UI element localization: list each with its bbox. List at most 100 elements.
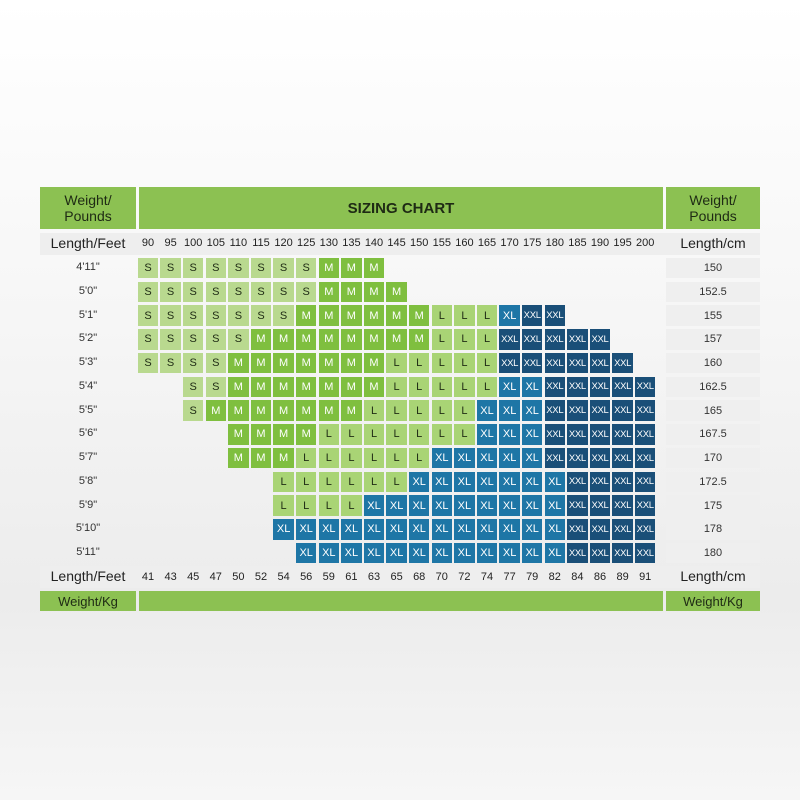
- size-cell: XXL: [544, 400, 566, 421]
- size-cell: M: [228, 400, 249, 421]
- size-cell: M: [250, 376, 272, 397]
- size-cell: L: [454, 329, 475, 350]
- size-cell: XL: [295, 542, 317, 564]
- height-cm-cell: 157: [666, 329, 760, 350]
- size-cell: M: [295, 376, 317, 397]
- size-cell: XL: [454, 447, 475, 469]
- size-cell: M: [250, 400, 272, 421]
- size-cell: XXL: [634, 400, 656, 421]
- size-cell: XXL: [612, 447, 633, 469]
- size-cell: S: [273, 305, 294, 326]
- size-cell: XL: [363, 495, 385, 516]
- size-cell: M: [295, 305, 317, 326]
- size-cell: M: [250, 447, 272, 469]
- size-cell: XL: [476, 424, 498, 445]
- height-ft-label: 5'10": [75, 522, 101, 535]
- size-cell: M: [228, 352, 249, 374]
- size-cell: XL: [521, 447, 543, 469]
- size-cell: XL: [408, 495, 430, 516]
- size-cell: XXL: [589, 519, 611, 540]
- size-cell: L: [431, 305, 453, 326]
- weight-lb-tick: 95: [164, 237, 177, 249]
- size-cell: XL: [544, 542, 566, 564]
- size-cell: XL: [454, 495, 475, 516]
- size-cell: XL: [544, 471, 566, 492]
- height-cm-cell: 180: [666, 542, 760, 564]
- size-cell: M: [318, 257, 340, 279]
- size-cell: XXL: [589, 542, 611, 564]
- size-cell: L: [318, 447, 340, 469]
- weight-kg-tick: 84: [571, 571, 584, 583]
- size-cell: XXL: [589, 447, 611, 469]
- size-cell: XL: [499, 447, 520, 469]
- weight-lb-tick: 150: [410, 237, 429, 249]
- size-cell: XXL: [589, 495, 611, 516]
- size-cell: XL: [386, 542, 407, 564]
- weight-kg-tick: 56: [300, 571, 313, 583]
- height-cm-cell: 162.5: [666, 376, 760, 397]
- size-cell: L: [386, 376, 407, 397]
- size-cell: XXL: [634, 471, 656, 492]
- size-cell: M: [273, 424, 294, 445]
- size-cell: XXL: [612, 400, 633, 421]
- size-cell: M: [386, 329, 407, 350]
- weight-kg-tick: 72: [458, 571, 471, 583]
- size-cell: XXL: [589, 400, 611, 421]
- height-ft-label: 5'7": [78, 451, 98, 463]
- size-cell: XXL: [589, 329, 611, 350]
- size-cell: XL: [476, 447, 498, 469]
- size-cell: L: [341, 495, 362, 516]
- size-cell: XXL: [567, 329, 588, 350]
- size-cell: XXL: [567, 519, 588, 540]
- weight-lb-tick: 100: [184, 237, 203, 249]
- weight-kg-tick: 61: [345, 571, 358, 583]
- size-cell: XL: [408, 542, 430, 564]
- size-cell: XXL: [544, 424, 566, 445]
- weight-lb-tick: 115: [252, 237, 270, 249]
- size-cell: M: [363, 257, 385, 279]
- size-cell: M: [386, 305, 407, 326]
- size-cell: S: [228, 281, 249, 302]
- size-cell: L: [295, 471, 317, 492]
- size-cell: L: [386, 424, 407, 445]
- size-cell: XL: [521, 376, 543, 397]
- height-ft-label: 5'2": [78, 332, 98, 345]
- size-cell: L: [408, 376, 430, 397]
- size-cell: L: [295, 495, 317, 516]
- header-row-bg: [40, 233, 760, 255]
- weight-lb-tick: 135: [342, 237, 361, 249]
- size-cell: M: [205, 400, 227, 421]
- size-cell: S: [182, 400, 204, 421]
- size-cell: XL: [454, 519, 475, 540]
- height-ft-label: 5'5": [78, 403, 98, 416]
- size-cell: L: [341, 424, 362, 445]
- size-cell: M: [250, 329, 272, 350]
- size-cell: XXL: [612, 471, 633, 492]
- size-cell: XL: [499, 471, 520, 492]
- size-cell: S: [160, 281, 181, 302]
- size-cell: L: [386, 352, 407, 374]
- size-cell: M: [363, 376, 385, 397]
- weight-kg-tick: 52: [254, 571, 268, 583]
- size-cell: XXL: [544, 329, 566, 350]
- size-cell: XXL: [567, 542, 588, 564]
- size-cell: XL: [476, 471, 498, 492]
- size-cell: M: [318, 305, 340, 326]
- size-cell: S: [182, 329, 204, 350]
- size-cell: L: [454, 352, 475, 374]
- weight-lb-tick: 145: [387, 237, 406, 249]
- height-cm-cell: 165: [666, 400, 760, 421]
- size-cell: XL: [408, 519, 430, 540]
- size-cell: XXL: [499, 352, 520, 374]
- size-cell: XL: [499, 542, 520, 564]
- size-cell: M: [341, 329, 362, 350]
- weight-lb-tick: 195: [613, 237, 632, 249]
- size-cell: S: [250, 257, 272, 279]
- weight-lb-tick: 185: [568, 237, 587, 249]
- size-cell: XL: [499, 495, 520, 516]
- size-cell: XXL: [634, 424, 656, 445]
- height-cm-cell: 178: [666, 519, 760, 540]
- size-cell: L: [318, 495, 340, 516]
- height-cm-cell: 172.5: [666, 471, 760, 492]
- height-ft-label: 5'8": [78, 474, 98, 487]
